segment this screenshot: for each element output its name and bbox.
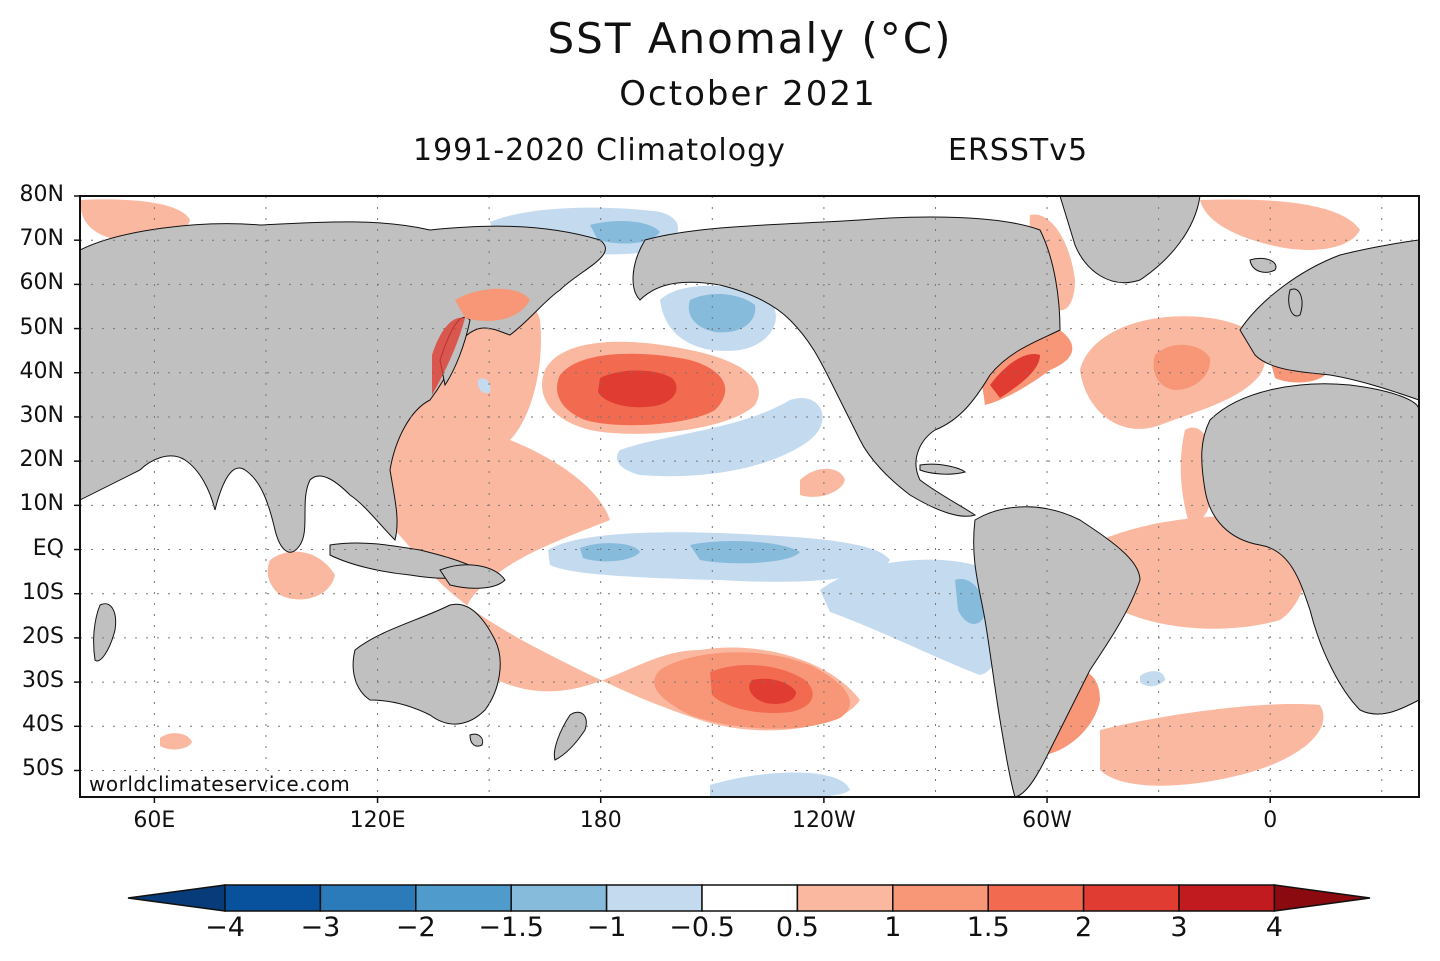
- us-east-coast-core: [990, 354, 1040, 398]
- lat-label: 70N: [19, 226, 64, 252]
- lat-label: 30S: [22, 668, 64, 694]
- east-pac-small-warm: [800, 468, 845, 497]
- eq-pacific-cool-core-1: [580, 543, 640, 562]
- colorbar-segment: [415, 884, 512, 912]
- tasmania-land: [469, 733, 484, 747]
- colorbar-arrow-low: [127, 884, 226, 912]
- indian-ocean-warm: [267, 551, 335, 600]
- climatology-label: 1991-2020 Climatology: [413, 133, 786, 168]
- map-subtitle: October 2021: [619, 74, 877, 114]
- colorbar-tick-label: −1.5: [478, 912, 544, 943]
- colorbar-tick-label: −2: [395, 912, 436, 943]
- colorbar-segment: [605, 884, 703, 912]
- colorbar-tick-label: −0.5: [669, 912, 735, 943]
- lat-label: 20N: [19, 447, 64, 473]
- lat-label: 80N: [19, 182, 64, 207]
- lat-label: 20S: [22, 623, 64, 649]
- colorbar-segment: [1178, 884, 1276, 912]
- europe-land: [1239, 239, 1419, 401]
- colorbar-tick-label: 3: [1170, 912, 1188, 943]
- colorbar-tick-label: 4: [1265, 912, 1283, 943]
- coastal-anomalies: [432, 288, 530, 395]
- colorbar-tick-label: −4: [205, 912, 245, 943]
- okhotsk-warm: [455, 288, 530, 321]
- credit-watermark: worldclimateservice.com: [89, 772, 351, 796]
- tropical-atlantic-warm: [1088, 516, 1309, 629]
- colorbar-segment: [510, 884, 608, 912]
- lat-label: 10N: [19, 491, 64, 517]
- colorbar-tick-label: 1.5: [966, 912, 1010, 943]
- lat-label: 30N: [19, 402, 64, 428]
- subtropical-npac-cool: [616, 398, 823, 477]
- africa-land: [1201, 383, 1419, 715]
- eq-pacific-cool-core-2: [690, 540, 800, 564]
- cool-anomaly-regions: [477, 207, 1165, 797]
- colorbar-tick-label: 2: [1075, 912, 1093, 943]
- colorbar-segment: [319, 884, 417, 912]
- lat-label: 10S: [22, 579, 64, 605]
- map-frame: [79, 195, 1420, 798]
- spac-warm-blob-core: [749, 678, 796, 704]
- land-masses: [80, 196, 1419, 797]
- dataset-label: ERSSTv5: [948, 133, 1089, 168]
- npac-warm-blob-core: [598, 370, 677, 408]
- s-atlantic-warm-band: [1100, 704, 1324, 786]
- lon-label: 60W: [1022, 808, 1072, 833]
- kuroshio-cool: [477, 378, 491, 394]
- ne-pac-cool-core: [688, 293, 756, 333]
- colorbar-tick-label: −3: [300, 912, 341, 943]
- lat-label: 40S: [22, 712, 64, 738]
- lat-label: 60N: [19, 270, 64, 296]
- colorbar-segment: [1082, 884, 1180, 912]
- colorbar-segment: [892, 884, 989, 912]
- s-pac-cool: [710, 772, 850, 797]
- colorbar-tick-label: 0.5: [775, 912, 819, 943]
- colorbar-tick-label: 1: [884, 912, 902, 943]
- colorbar-tick-label: −1: [586, 912, 627, 943]
- lon-label: 120W: [792, 808, 856, 833]
- map-title: SST Anomaly (°C): [547, 14, 953, 63]
- s-indian-small-warm: [160, 733, 192, 750]
- colorbar-segment: [224, 884, 322, 912]
- new-zealand-land: [553, 711, 587, 761]
- lon-label: 180: [579, 808, 622, 833]
- south-america-land: [973, 506, 1141, 797]
- colorbar-segment: [796, 884, 894, 912]
- lat-label: 50N: [19, 314, 64, 340]
- greenland-land: [1059, 196, 1201, 284]
- peru-cool-core: [955, 579, 985, 625]
- uk-land: [1288, 288, 1303, 317]
- lat-label: EQ: [32, 535, 64, 561]
- lon-label: 0: [1263, 808, 1278, 833]
- colorbar-segment: [987, 884, 1085, 912]
- lon-label: 120E: [349, 808, 406, 833]
- japan-coast-warm: [432, 317, 465, 395]
- lat-label: 40N: [19, 358, 64, 384]
- lon-label: 60E: [133, 808, 176, 833]
- natl-warm-core: [1153, 344, 1211, 390]
- madagascar-land: [93, 603, 117, 662]
- lat-label: 50S: [22, 756, 64, 782]
- colorbar-segment: [701, 884, 799, 912]
- cuba-land: [919, 463, 967, 475]
- north-america-land: [632, 216, 1061, 517]
- iceland-land: [1249, 257, 1277, 273]
- arctic-warm-2: [1200, 199, 1360, 250]
- colorbar-arrow-high: [1273, 884, 1371, 912]
- bering-cool-core: [590, 220, 660, 244]
